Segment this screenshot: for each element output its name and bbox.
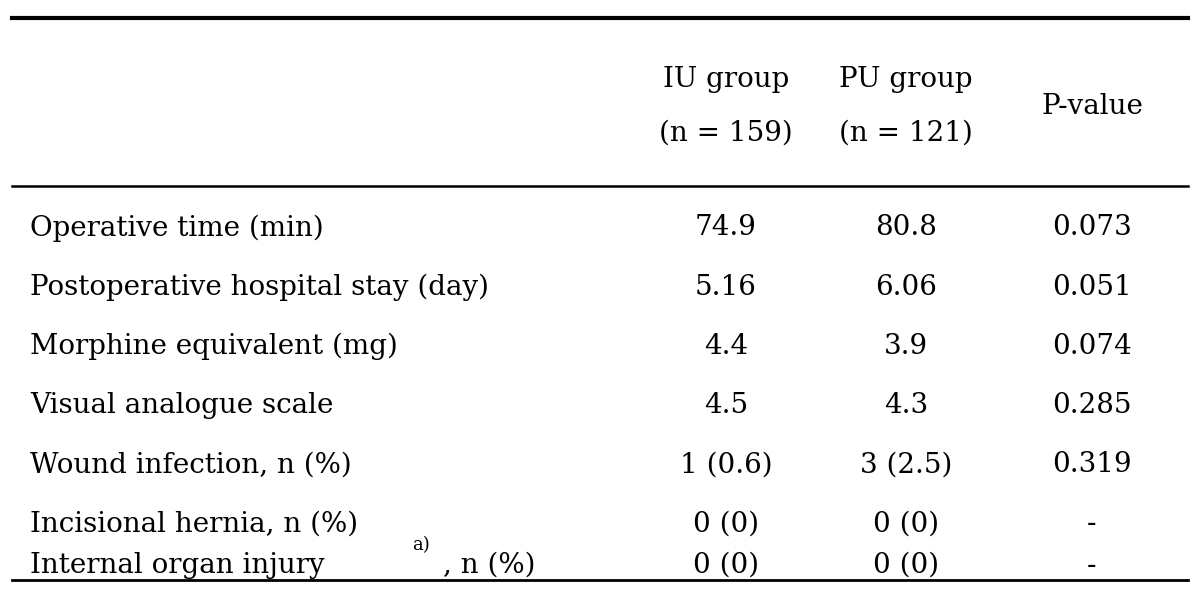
Text: 0 (0): 0 (0) xyxy=(872,552,940,579)
Text: Wound infection, n (%): Wound infection, n (%) xyxy=(30,451,352,478)
Text: -: - xyxy=(1087,552,1097,579)
Text: 5.16: 5.16 xyxy=(695,274,757,301)
Text: 4.4: 4.4 xyxy=(704,333,748,360)
Text: 0.051: 0.051 xyxy=(1052,274,1132,301)
Text: 3 (2.5): 3 (2.5) xyxy=(860,451,952,478)
Text: PU group: PU group xyxy=(839,66,973,94)
Text: IU group: IU group xyxy=(662,66,790,94)
Text: (n = 159): (n = 159) xyxy=(659,120,793,147)
Text: 0.319: 0.319 xyxy=(1052,451,1132,478)
Text: , n (%): , n (%) xyxy=(443,552,535,579)
Text: P-value: P-value xyxy=(1042,93,1142,120)
Text: 0 (0): 0 (0) xyxy=(872,510,940,538)
Text: 4.5: 4.5 xyxy=(704,392,748,419)
Text: Morphine equivalent (mg): Morphine equivalent (mg) xyxy=(30,333,398,360)
Text: -: - xyxy=(1087,510,1097,538)
Text: 0.074: 0.074 xyxy=(1052,333,1132,360)
Text: Operative time (min): Operative time (min) xyxy=(30,214,324,242)
Text: Internal organ injury: Internal organ injury xyxy=(30,552,325,579)
Text: 6.06: 6.06 xyxy=(875,274,937,301)
Text: 80.8: 80.8 xyxy=(875,214,937,242)
Text: 4.3: 4.3 xyxy=(884,392,928,419)
Text: 0.073: 0.073 xyxy=(1052,214,1132,242)
Text: (n = 121): (n = 121) xyxy=(839,120,973,147)
Text: 1 (0.6): 1 (0.6) xyxy=(679,451,773,478)
Text: 0 (0): 0 (0) xyxy=(692,510,760,538)
Text: 3.9: 3.9 xyxy=(884,333,928,360)
Text: Incisional hernia, n (%): Incisional hernia, n (%) xyxy=(30,510,358,538)
Text: Postoperative hospital stay (day): Postoperative hospital stay (day) xyxy=(30,274,490,301)
Text: a): a) xyxy=(413,536,431,554)
Text: 0.285: 0.285 xyxy=(1052,392,1132,419)
Text: 0 (0): 0 (0) xyxy=(692,552,760,579)
Text: Visual analogue scale: Visual analogue scale xyxy=(30,392,334,419)
Text: 74.9: 74.9 xyxy=(695,214,757,242)
